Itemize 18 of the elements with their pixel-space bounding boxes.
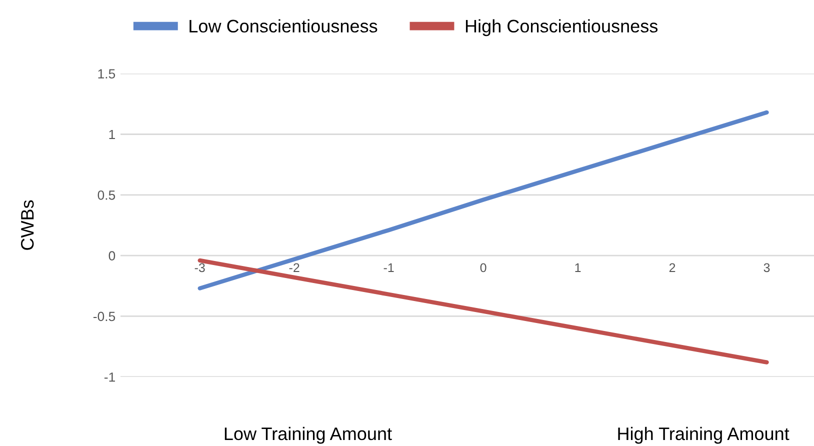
x-tick-label: -3 <box>194 263 205 272</box>
text: Low Training Amount <box>224 426 392 444</box>
y-tick-label: 0.5 <box>98 190 116 200</box>
x-tick-label: -2 <box>289 263 300 272</box>
x-tick-label: 0 <box>480 263 486 272</box>
y-axis-title: CWBs <box>20 200 34 250</box>
y-tick-label: 1.5 <box>98 69 116 78</box>
legend-label: Low Conscientiousness <box>190 19 378 33</box>
x-tick-label: -1 <box>384 263 394 272</box>
x-tick-label: 3 <box>764 263 770 272</box>
x-tick-label: 1 <box>575 263 581 272</box>
y-tick-label: -0.5 <box>93 312 116 322</box>
x-tick-label: 2 <box>669 263 676 272</box>
y-tick-label: 0 <box>108 251 116 260</box>
legend-label: High Conscientiousness <box>466 19 658 36</box>
y-tick-label: 1 <box>109 130 115 140</box>
text: High Training Amount <box>618 426 790 444</box>
y-tick-label: -1 <box>104 372 115 382</box>
